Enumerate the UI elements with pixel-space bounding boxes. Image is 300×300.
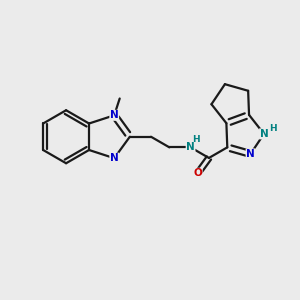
Text: O: O xyxy=(194,168,202,178)
Text: N: N xyxy=(260,129,268,139)
Text: H: H xyxy=(269,124,277,133)
Text: N: N xyxy=(246,149,255,159)
Text: N: N xyxy=(186,142,195,152)
Text: N: N xyxy=(110,110,118,120)
Text: H: H xyxy=(192,135,200,144)
Text: N: N xyxy=(110,153,118,163)
